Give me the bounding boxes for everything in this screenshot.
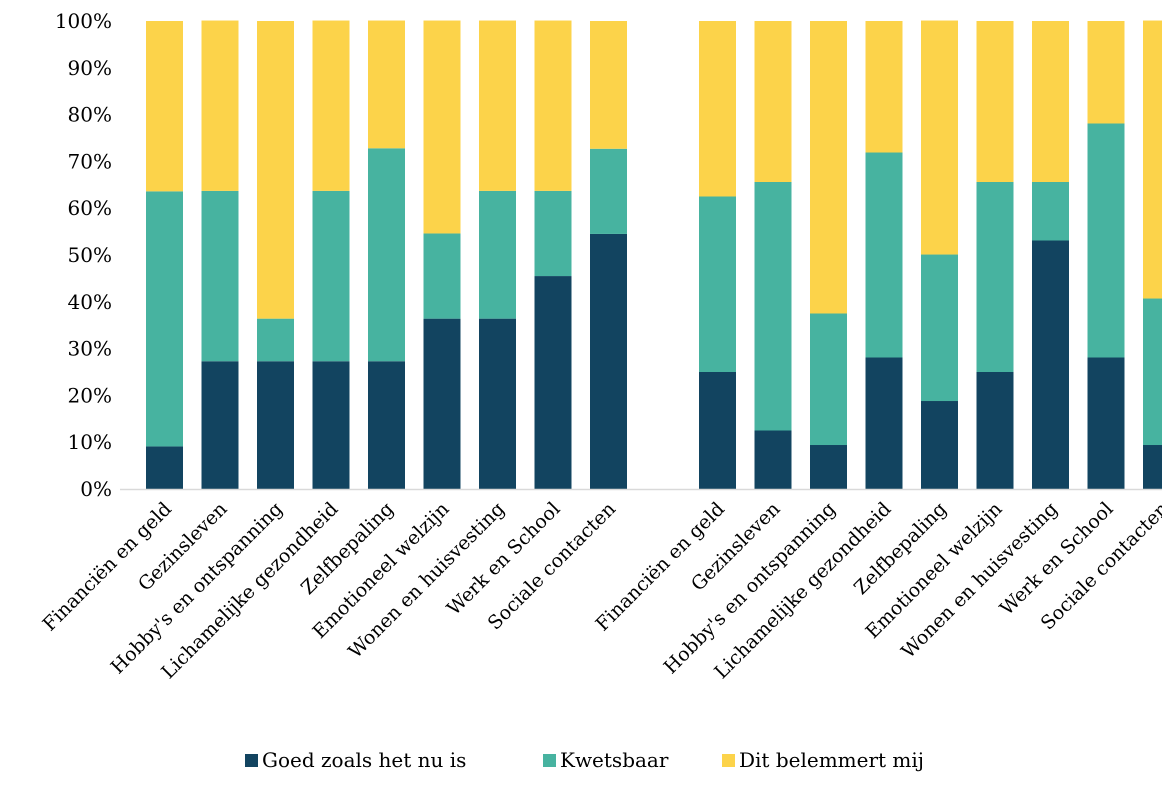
bar-segment <box>312 20 350 191</box>
legend-label: Goed zoals het nu is <box>262 748 466 772</box>
bar-segment <box>1032 181 1069 241</box>
bar-segment <box>976 372 1014 489</box>
legend-swatch <box>245 754 258 767</box>
bar-segment <box>1087 21 1125 124</box>
bar-segment <box>146 21 183 192</box>
bar-segment <box>534 276 572 489</box>
y-tick-label: 0% <box>80 477 112 501</box>
legend: Goed zoals het nu is Kwetsbaar Dit belemme… <box>245 748 924 772</box>
bar-segment <box>312 190 350 362</box>
bar-segment <box>312 361 350 489</box>
bar-segment <box>257 21 294 319</box>
y-tick-label: 60% <box>68 196 112 220</box>
bar-segment <box>754 430 792 489</box>
bar-segment <box>921 20 958 255</box>
bar-segment <box>1032 21 1069 182</box>
y-axis: 0% 10% 20% 30% 40% 50% 60% 70% 80% 90% 100% <box>55 9 112 501</box>
bar-segment <box>1143 20 1162 299</box>
bar-segment <box>1143 298 1162 446</box>
y-tick-label: 100% <box>55 9 112 33</box>
legend-swatch <box>543 754 556 767</box>
bar-segment <box>201 20 239 191</box>
bar-segment <box>423 233 461 319</box>
bar-segment <box>754 181 792 431</box>
y-tick-label: 70% <box>68 149 112 173</box>
bar-segment <box>590 21 627 149</box>
bar-segment <box>590 148 627 234</box>
bar-segment <box>865 21 903 153</box>
bar-segment <box>201 361 239 489</box>
bar-segment <box>257 318 294 362</box>
bar-segment <box>368 148 405 362</box>
bar-segment <box>423 20 461 234</box>
y-tick-label: 80% <box>68 103 112 127</box>
legend-label: Dit belemmert mij <box>739 748 924 772</box>
bar-segment <box>699 372 736 489</box>
bar-segment <box>257 361 294 489</box>
legend-label: Kwetsbaar <box>560 748 669 772</box>
y-tick-label: 40% <box>68 290 112 314</box>
bar-segment <box>865 152 903 358</box>
y-tick-label: 90% <box>68 56 112 80</box>
bar-segment <box>810 445 847 489</box>
bar-segment <box>368 361 405 489</box>
bar-segment <box>146 191 183 447</box>
y-tick-label: 20% <box>68 383 112 407</box>
bar-segment <box>479 190 516 319</box>
bar-segment <box>976 21 1014 182</box>
bar-segment <box>534 20 572 191</box>
bar-segment <box>1087 357 1125 489</box>
bar-segment <box>810 313 847 446</box>
bar-segment <box>754 21 792 182</box>
bar-segment <box>479 20 516 191</box>
bar-segment <box>699 21 736 197</box>
bar-segment <box>590 233 627 489</box>
y-tick-label: 10% <box>68 430 112 454</box>
bar-segment <box>1087 123 1125 358</box>
y-tick-label: 30% <box>68 337 112 361</box>
bar-segment <box>368 20 405 149</box>
legend-swatch <box>722 754 735 767</box>
bar-segment <box>921 401 958 489</box>
bar-segment <box>699 196 736 372</box>
bar-segment <box>1032 240 1069 489</box>
bar-segment <box>976 181 1014 372</box>
bar-segment <box>146 446 183 489</box>
bar-segment <box>423 318 461 489</box>
bar-segment <box>921 254 958 402</box>
bar-stacks <box>146 20 1162 489</box>
bar-segment <box>479 318 516 489</box>
bar-segment <box>201 190 239 362</box>
y-tick-label: 50% <box>68 243 112 267</box>
bar-segment <box>810 21 847 314</box>
bar-segment <box>865 357 903 489</box>
bar-segment <box>534 190 572 277</box>
bar-segment <box>1143 445 1162 489</box>
